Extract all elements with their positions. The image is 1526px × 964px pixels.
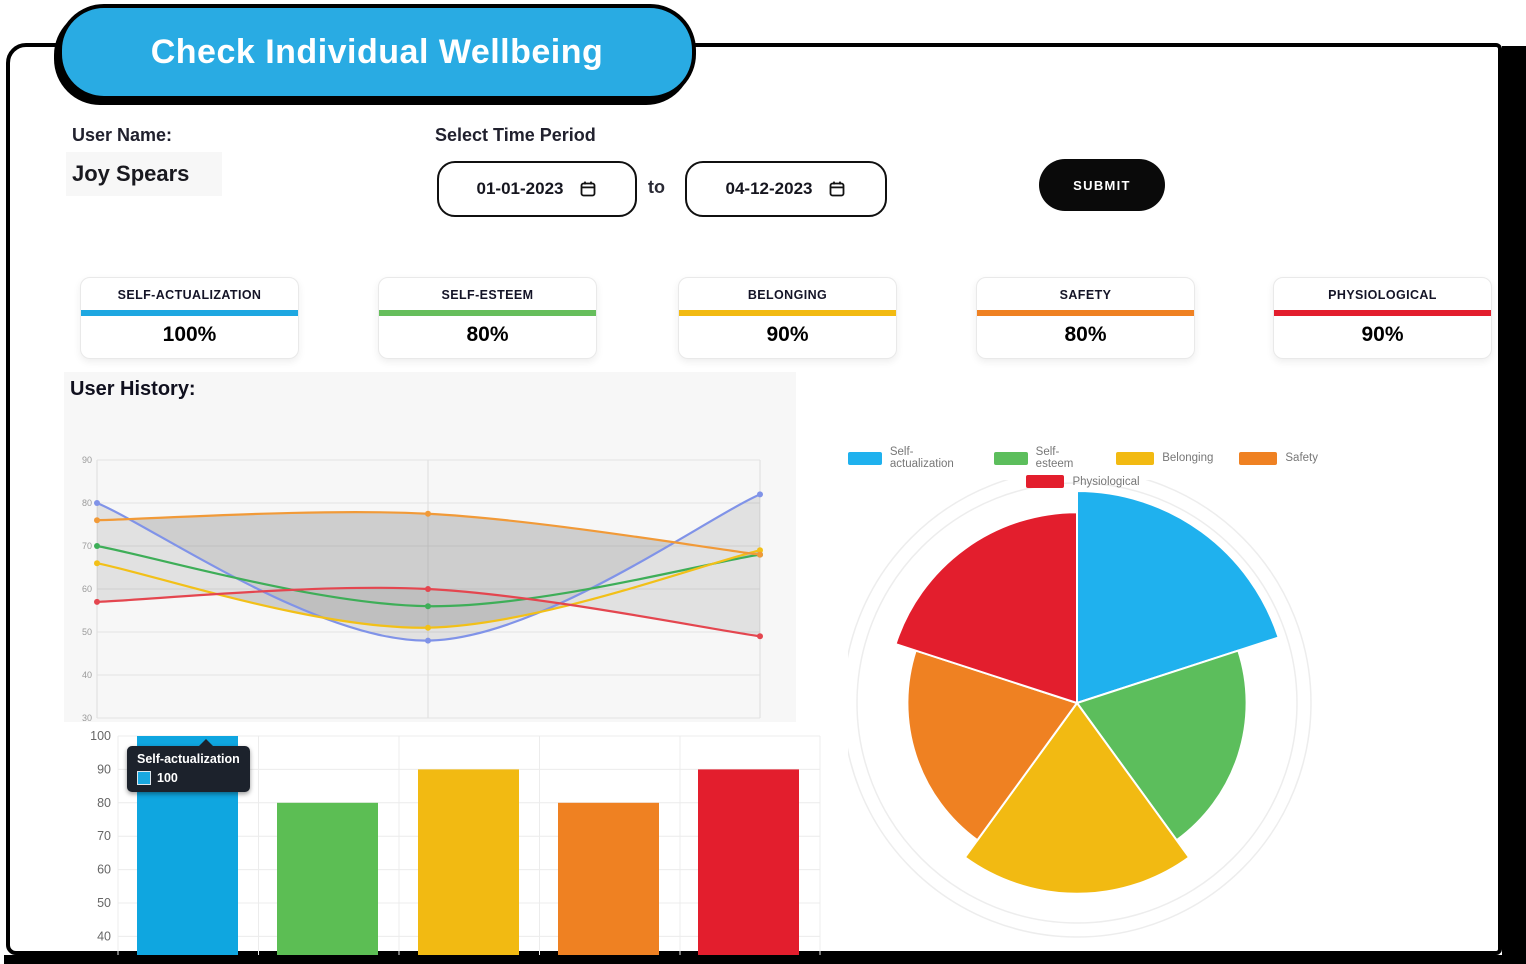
svg-text:90: 90 [82,455,92,465]
svg-text:80: 80 [97,796,111,810]
stat-card-color-bar [1274,310,1491,316]
legend-item-self-esteem[interactable]: Self-esteem [993,446,1090,470]
legend-swatch [993,451,1028,465]
legend-swatch [1026,475,1065,488]
to-label: to [648,177,665,197]
svg-text:70: 70 [82,541,92,551]
user-name-label: User Name: [72,125,173,145]
date-from-input[interactable]: 01-01-2023 [437,161,637,217]
user-name-value: Joy Spears [66,152,222,196]
time-period-label: Select Time Period [435,125,596,145]
stat-card-value: 90% [766,323,809,346]
stat-card-self-esteem: SELF-ESTEEM 80% [378,277,597,359]
stat-card-color-bar [977,310,1194,316]
legend-item-safety[interactable]: Safety [1239,451,1318,465]
legend-label: Self-actualization [889,446,954,470]
svg-text:60: 60 [97,863,111,877]
bar-tooltip-swatch [137,771,151,785]
svg-text:100: 100 [90,729,111,743]
svg-text:30: 30 [82,713,92,722]
stat-card-label: BELONGING [747,288,828,302]
submit-button[interactable]: SUBMIT [1039,159,1165,211]
line-chart[interactable]: 30 40 50 60 70 80 90 [64,445,796,722]
bar-tooltip-title: Self-actualization [137,752,240,766]
legend-item-self-actualization[interactable]: Self-actualization [848,446,968,470]
stat-card-value: 100% [162,323,217,346]
frame-shadow-bottom [4,955,1526,964]
legend-row: Self-actualization Self-esteem Belonging Sa… [848,446,1318,470]
svg-text:60: 60 [82,584,92,594]
legend-item-physiological[interactable]: Physiological [1026,475,1140,488]
svg-text:40: 40 [97,929,111,943]
page-title-badge: Check Individual Wellbeing [58,4,696,100]
legend-label: Physiological [1072,475,1140,488]
stat-card-label: SELF-ACTUALIZATION [117,288,262,302]
svg-text:40: 40 [82,670,92,680]
svg-text:50: 50 [97,896,111,910]
svg-text:90: 90 [97,762,111,776]
svg-text:80: 80 [82,498,92,508]
date-to-value: 04-12-2023 [725,179,813,198]
svg-text:50: 50 [82,627,92,637]
legend-item-belonging[interactable]: Belonging [1116,451,1214,465]
stat-card-value: 80% [1064,323,1107,346]
stat-card-label: PHYSIOLOGICAL [1328,288,1437,302]
bar-chart[interactable]: 40 50 60 70 80 90 100 [65,725,825,964]
stat-card-color-bar [379,310,596,316]
legend-label: Safety [1285,452,1318,464]
legend-swatch [848,451,882,465]
page-title: Check Individual Wellbeing [150,32,604,71]
bar-tooltip-value: 100 [157,771,178,785]
history-panel [64,372,796,722]
stat-card-label: SAFETY [1059,288,1112,302]
frame-shadow-right [1502,46,1526,964]
date-from-value: 01-01-2023 [476,179,564,198]
stat-card-physiological: PHYSIOLOGICAL 90% [1273,277,1492,359]
pie-legend: Self-actualization Self-esteem Belonging Sa… [848,446,1318,488]
legend-row: Physiological [1026,475,1140,488]
stat-card-color-bar [81,310,298,316]
date-to-input[interactable]: 04-12-2023 [685,161,887,217]
stat-card-label: SELF-ESTEEM [441,288,534,302]
stat-card-value: 80% [466,323,509,346]
bar-tooltip: Self-actualization 100 [127,739,250,792]
stat-card-safety: SAFETY 80% [976,277,1195,359]
polar-area-chart[interactable] [848,480,1318,942]
svg-text:70: 70 [97,829,111,843]
legend-label: Self-esteem [1035,446,1074,470]
calendar-icon[interactable] [579,180,597,198]
stat-card-belonging: BELONGING 90% [678,277,897,359]
calendar-icon[interactable] [828,180,846,198]
legend-label: Belonging [1162,452,1214,464]
stat-card-value: 90% [1361,323,1404,346]
legend-swatch [1239,451,1278,465]
user-history-title: User History: [70,378,196,400]
stat-card-color-bar [679,310,896,316]
stat-card-self-actualization: SELF-ACTUALIZATION 100% [80,277,299,359]
legend-swatch [1116,451,1155,465]
